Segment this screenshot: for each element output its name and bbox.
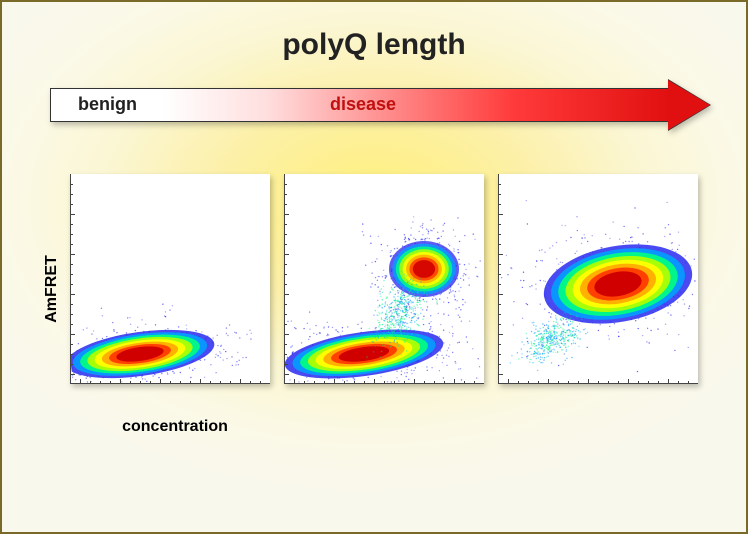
arrow-head <box>668 80 710 130</box>
plots-container <box>70 174 700 404</box>
plot-frame <box>498 174 698 384</box>
polyq-length-arrow: benign disease <box>50 80 710 130</box>
density-plot-short-polyq <box>70 174 270 384</box>
y-axis-label: AmFRET <box>40 174 64 404</box>
plot-frame <box>70 174 270 384</box>
x-axis-label: concentration <box>70 418 280 436</box>
density-plot-long-polyq <box>498 174 698 384</box>
y-axis-label-text: AmFRET <box>43 255 61 323</box>
arrow-label-disease: disease <box>330 94 396 115</box>
figure-title: polyQ length <box>0 28 748 62</box>
arrow-label-benign: benign <box>78 94 137 115</box>
plot-frame <box>284 174 484 384</box>
density-plot-medium-polyq <box>284 174 484 384</box>
